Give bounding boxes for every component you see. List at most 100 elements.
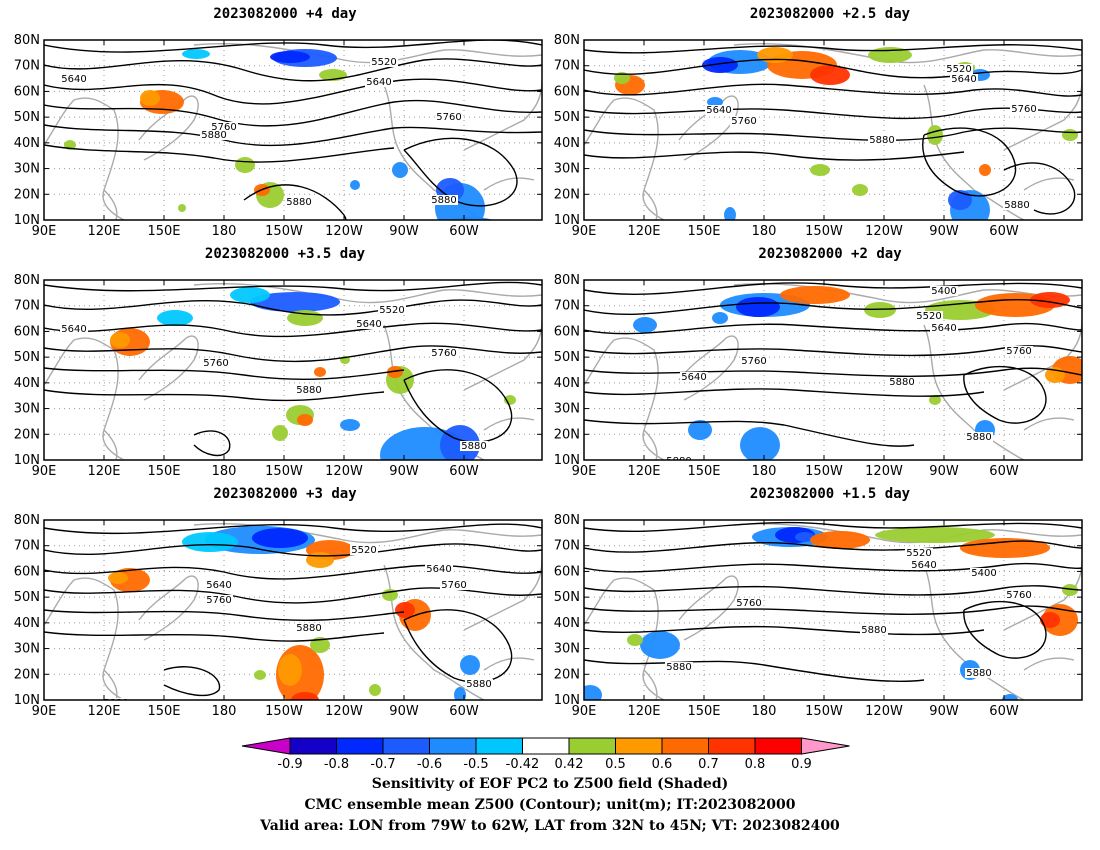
contour-label-bg	[905, 548, 933, 558]
z500-contour	[584, 562, 1082, 573]
coastline	[643, 189, 658, 220]
sensitivity-shading	[780, 286, 850, 304]
z500-contour	[584, 659, 925, 682]
colorbar-label: 0.5	[605, 757, 626, 772]
coastline	[1023, 657, 1075, 671]
z500-contour	[584, 419, 915, 447]
sensitivity-shading	[369, 684, 381, 696]
z500-contour	[584, 345, 1082, 357]
contour-label-bg	[930, 286, 958, 296]
sensitivity-shading	[460, 655, 480, 675]
sensitivity-shading	[1062, 584, 1078, 596]
lon-tick-label: 120W	[325, 464, 363, 479]
sensitivity-shading	[707, 97, 723, 107]
lon-tick-label: 120W	[325, 704, 363, 719]
sensitivity-shading	[1040, 612, 1060, 628]
lon-tick-label: 60W	[989, 464, 1019, 479]
contour-label-bg	[460, 441, 488, 451]
contour-label: 5520	[906, 548, 931, 559]
contour-label: 5640	[951, 74, 976, 85]
colorbar-label: -0.6	[417, 757, 442, 772]
contour-label: 5760	[1011, 104, 1036, 115]
sensitivity-shading	[306, 552, 334, 568]
lon-tick-label: 150W	[805, 704, 843, 719]
sensitivity-shading	[584, 685, 602, 700]
coastline	[193, 523, 542, 544]
lon-tick-label: 150E	[147, 704, 180, 719]
z500-contour	[193, 430, 231, 457]
sensitivity-shading	[235, 157, 255, 173]
colorbar-segment	[429, 737, 477, 755]
contour-label: 5760	[1006, 346, 1031, 357]
sensitivity-shading	[340, 419, 360, 431]
z500-contour	[584, 58, 1082, 79]
colorbar-segment	[382, 737, 430, 755]
lat-tick-label: 30N	[554, 162, 580, 177]
contour-label-bg	[370, 57, 398, 67]
sensitivity-shading	[387, 366, 403, 378]
coastline	[463, 319, 542, 391]
contour-label: 5400	[931, 286, 956, 297]
lat-tick-label: 10N	[554, 453, 580, 468]
z500-contour	[922, 127, 1017, 197]
lat-tick-label: 10N	[14, 693, 40, 708]
contour-label: 5520	[351, 545, 376, 556]
coastline	[678, 575, 739, 641]
coastline	[138, 335, 199, 401]
contour-label-bg	[102, 698, 130, 700]
z500-contour	[584, 521, 1082, 533]
lat-tick-label: 80N	[554, 33, 580, 48]
lat-tick-label: 10N	[14, 453, 40, 468]
contour-label: 5880	[666, 662, 691, 673]
lon-tick-label: 150E	[147, 224, 180, 239]
contour-label-bg	[945, 64, 973, 74]
coastline	[1003, 559, 1082, 631]
contour-label: 5640	[931, 323, 956, 334]
coastline	[678, 95, 739, 161]
contour-label-bg	[1005, 346, 1033, 356]
z500-contour	[584, 605, 1082, 615]
coastline	[584, 337, 665, 460]
lat-tick-label: 60N	[14, 324, 40, 339]
z500-contour	[44, 564, 542, 580]
coastline	[643, 669, 658, 700]
contour-label-bg	[205, 595, 233, 605]
coastline	[923, 324, 1025, 460]
coastline	[44, 97, 125, 220]
contour-label-bg	[60, 74, 88, 84]
lat-tick-label: 60N	[14, 84, 40, 99]
contour-label-bg	[200, 130, 228, 140]
contour-label-bg	[205, 580, 233, 590]
z500-contour	[44, 99, 542, 127]
contour-label-bg	[465, 679, 493, 689]
sensitivity-shading	[736, 297, 780, 317]
lon-tick-label: 120E	[87, 224, 120, 239]
coastline	[584, 577, 665, 700]
contour-label: 5880	[201, 130, 226, 141]
z500-contour	[584, 625, 985, 636]
lat-tick-label: 70N	[554, 299, 580, 314]
colorbar: -0.9 -0.8 -0.7 -0.6 -0.5 -0.42 0.42 0.5 0.6 0.7 0.…	[241, 737, 850, 772]
lat-tick-label: 20N	[14, 667, 40, 682]
panel-title-4: 2023082000 +2 day	[758, 246, 902, 262]
coastline	[103, 669, 118, 700]
lat-tick-label: 40N	[14, 136, 40, 151]
lat-tick-label: 40N	[554, 136, 580, 151]
sensitivity-shading	[392, 162, 408, 178]
caption-line-1: Sensitivity of EOF PC2 to Z500 field (Sh…	[371, 776, 729, 792]
coastline	[923, 564, 1025, 700]
lon-tick-label: 150W	[265, 704, 303, 719]
contour-label-bg	[440, 580, 468, 590]
contour-label-bg	[705, 105, 733, 115]
sensitivity-shading	[740, 427, 780, 460]
lon-tick-label: 60W	[449, 224, 479, 239]
z500-contour	[44, 299, 542, 316]
sensitivity-shading	[310, 637, 330, 653]
lon-tick-label: 90E	[32, 704, 57, 719]
sensitivity-shading	[278, 654, 302, 686]
panel-title-3: 2023082000 +3.5 day	[204, 246, 366, 262]
colorbar-label: -0.5	[463, 757, 488, 772]
contour-label: 5640	[356, 319, 381, 330]
contour-label: 5880	[466, 679, 491, 690]
contour-label: 5760	[441, 580, 466, 591]
